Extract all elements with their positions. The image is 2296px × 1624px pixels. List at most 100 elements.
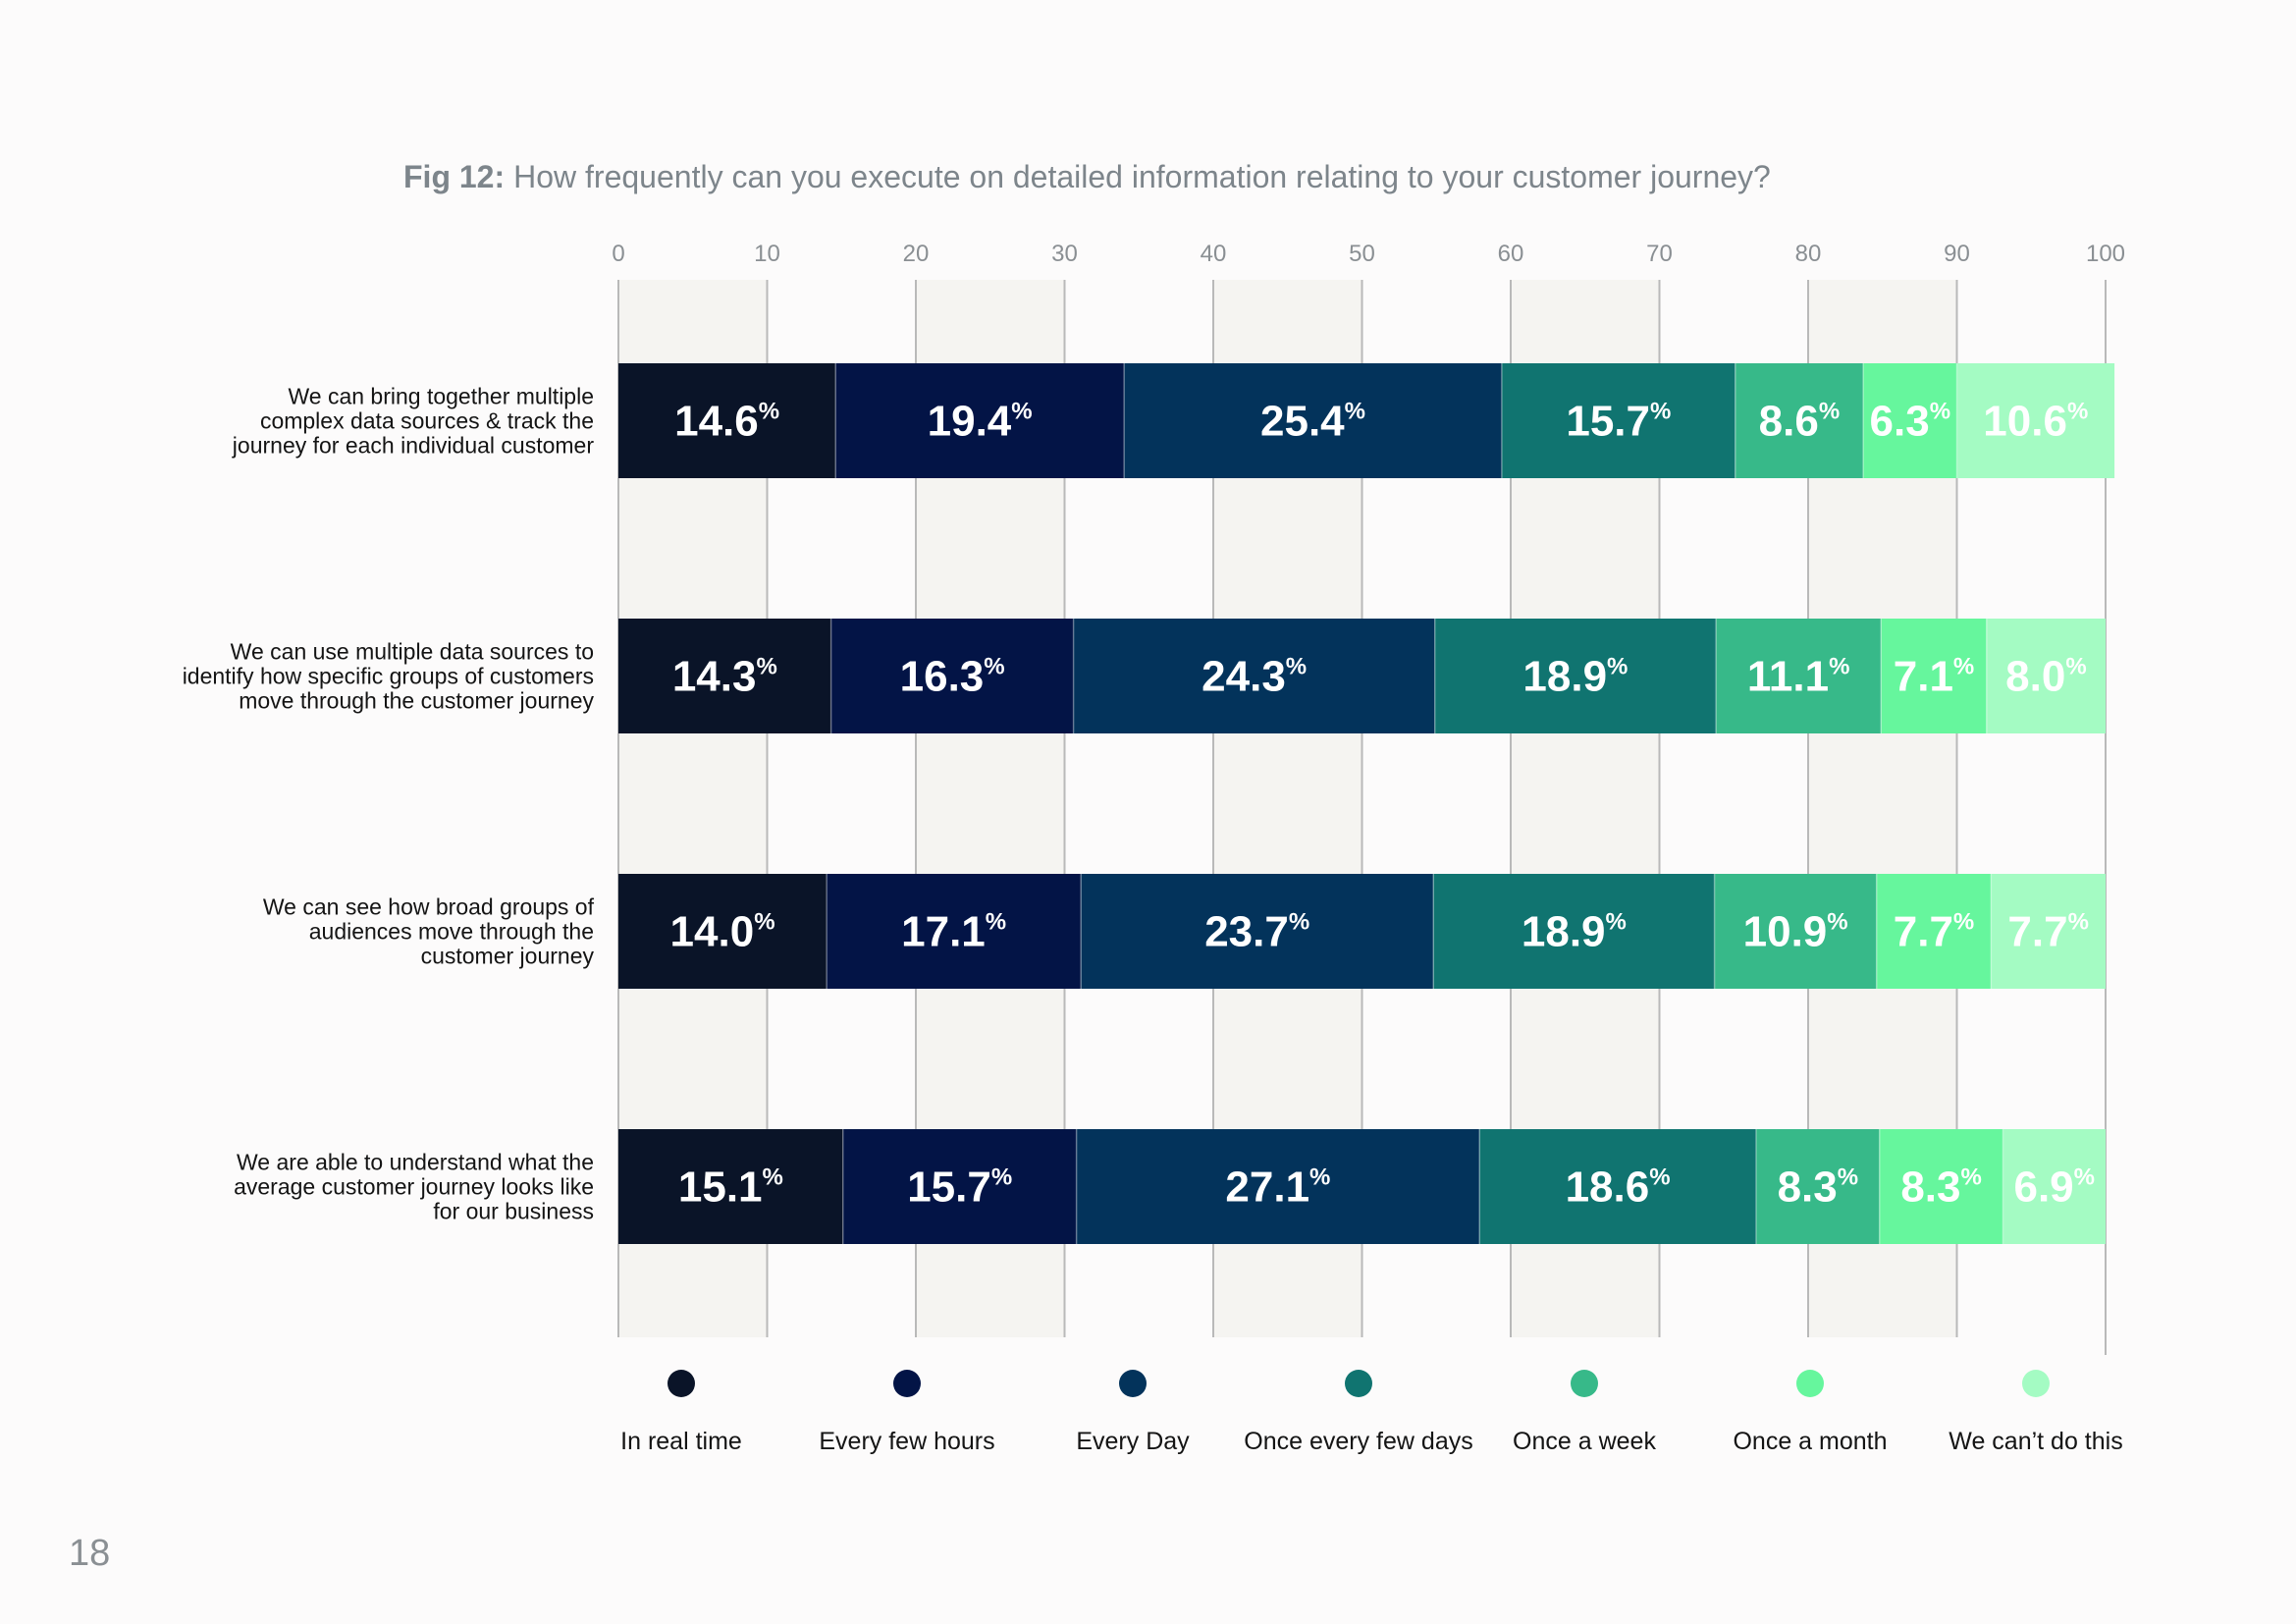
- data-label: 8.3%: [1778, 1164, 1859, 1212]
- bar-segment: [835, 363, 1125, 478]
- data-label: 6.9%: [2013, 1164, 2095, 1212]
- data-label: 18.6%: [1566, 1164, 1671, 1212]
- category-label: We are able to understand what the: [237, 1150, 594, 1175]
- bar-segment: [1073, 619, 1435, 733]
- data-label: 14.0%: [670, 908, 775, 956]
- data-label: 18.9%: [1522, 653, 1628, 701]
- category-label: We can bring together multiple: [288, 384, 594, 409]
- bar-segment: [1716, 619, 1882, 733]
- x-tick-label: 20: [903, 241, 930, 267]
- data-label: 15.7%: [1566, 398, 1671, 446]
- category-label: audiences move through the: [309, 919, 594, 945]
- bar-segment: [618, 1129, 843, 1244]
- data-label: 8.3%: [1900, 1164, 1982, 1212]
- data-label: 7.7%: [1894, 908, 1975, 956]
- legend-swatch: [1796, 1370, 1824, 1397]
- data-label: 27.1%: [1225, 1164, 1330, 1212]
- bar-segment: [1124, 363, 1502, 478]
- chart-title-prefix: Fig 12:: [403, 159, 505, 194]
- bar-segment: [1876, 874, 1992, 989]
- chart-title-text: How frequently can you execute on detail…: [513, 159, 1771, 194]
- category-label: complex data sources & track the: [260, 408, 594, 434]
- bar-segment: [2002, 1129, 2106, 1244]
- data-label: 15.1%: [678, 1164, 783, 1212]
- data-label: 19.4%: [928, 398, 1033, 446]
- data-label: 25.4%: [1260, 398, 1365, 446]
- x-tick-label: 30: [1051, 241, 1078, 267]
- data-label: 10.9%: [1743, 908, 1848, 956]
- category-label: identify how specific groups of customer…: [183, 664, 594, 689]
- legend-label: We can’t do this: [1949, 1428, 2122, 1455]
- bar-segment: [1479, 1129, 1756, 1244]
- bar-segment: [1735, 363, 1864, 478]
- x-tick-label: 100: [2086, 241, 2125, 267]
- category-label: journey for each individual customer: [232, 433, 595, 459]
- bar-segment: [1863, 363, 1957, 478]
- legend-swatch: [1571, 1370, 1598, 1397]
- chart-title: Fig 12: How frequently can you execute on…: [403, 159, 1771, 194]
- legend-swatch: [2022, 1370, 2050, 1397]
- x-tick-label: 60: [1498, 241, 1524, 267]
- x-tick-label: 50: [1349, 241, 1375, 267]
- legend-label: Every Day: [1076, 1428, 1190, 1455]
- bar-segment: [618, 874, 828, 989]
- bar-segment: [1991, 874, 2106, 989]
- data-label: 18.9%: [1522, 908, 1627, 956]
- x-tick-label: 70: [1646, 241, 1673, 267]
- legend-label: Once a month: [1733, 1428, 1887, 1455]
- x-axis-ticks: 0 10 20 30 40 50 60 70 80 90 100: [612, 241, 2125, 267]
- legend-label: Once a week: [1513, 1428, 1656, 1455]
- bar-segment: [842, 1129, 1077, 1244]
- bar-segment: [618, 619, 831, 733]
- category-label: customer journey: [421, 944, 595, 969]
- bar-segment: [1501, 363, 1735, 478]
- bar-segment: [1714, 874, 1877, 989]
- x-tick-label: 80: [1795, 241, 1822, 267]
- data-label: 11.1%: [1747, 653, 1850, 701]
- legend-swatch: [1345, 1370, 1372, 1397]
- bar-segment: [1433, 874, 1715, 989]
- bar-segment: [1881, 619, 1987, 733]
- data-label: 15.7%: [907, 1164, 1012, 1212]
- bar-segment: [1081, 874, 1434, 989]
- category-label: We can use multiple data sources to: [231, 639, 594, 665]
- x-tick-label: 10: [754, 241, 780, 267]
- legend-label: Every few hours: [819, 1428, 994, 1455]
- data-label: 10.6%: [1983, 398, 2088, 446]
- legend-swatch: [893, 1370, 921, 1397]
- data-label: 14.3%: [672, 653, 777, 701]
- bars: 14.6% 19.4% 25.4% 15.7% 8.6% 6.3% 10.6% 14.3% 16…: [618, 363, 2115, 1244]
- data-label: 8.0%: [2005, 653, 2087, 701]
- legend-swatch: [1119, 1370, 1147, 1397]
- legend: In real time Every few hours Every Day Once…: [620, 1370, 2123, 1455]
- bar-segment: [1956, 363, 2115, 478]
- data-label: 17.1%: [901, 908, 1006, 956]
- data-label: 8.6%: [1759, 398, 1841, 446]
- x-tick-label: 40: [1201, 241, 1227, 267]
- bar-segment: [1434, 619, 1717, 733]
- data-label: 16.3%: [900, 653, 1005, 701]
- legend-label: Once every few days: [1244, 1428, 1472, 1455]
- bar-segment: [618, 363, 836, 478]
- data-label: 7.7%: [2007, 908, 2089, 956]
- data-label: 14.6%: [674, 398, 779, 446]
- category-label: average customer journey looks like: [234, 1174, 594, 1200]
- data-label: 24.3%: [1201, 653, 1307, 701]
- x-tick-label: 90: [1944, 241, 1970, 267]
- legend-label: In real time: [620, 1428, 742, 1455]
- bar-segment: [827, 874, 1082, 989]
- category-label: move through the customer journey: [239, 688, 594, 714]
- page-number: 18: [69, 1533, 110, 1574]
- bar-segment: [1879, 1129, 2003, 1244]
- bar-segment: [830, 619, 1074, 733]
- data-label: 7.1%: [1894, 653, 1975, 701]
- bar-segment: [1755, 1129, 1880, 1244]
- x-tick-label: 0: [612, 241, 624, 267]
- category-label: for our business: [433, 1199, 594, 1224]
- data-label: 6.3%: [1870, 398, 1951, 446]
- data-label: 23.7%: [1204, 908, 1309, 956]
- legend-swatch: [667, 1370, 695, 1397]
- bar-segment: [1986, 619, 2106, 733]
